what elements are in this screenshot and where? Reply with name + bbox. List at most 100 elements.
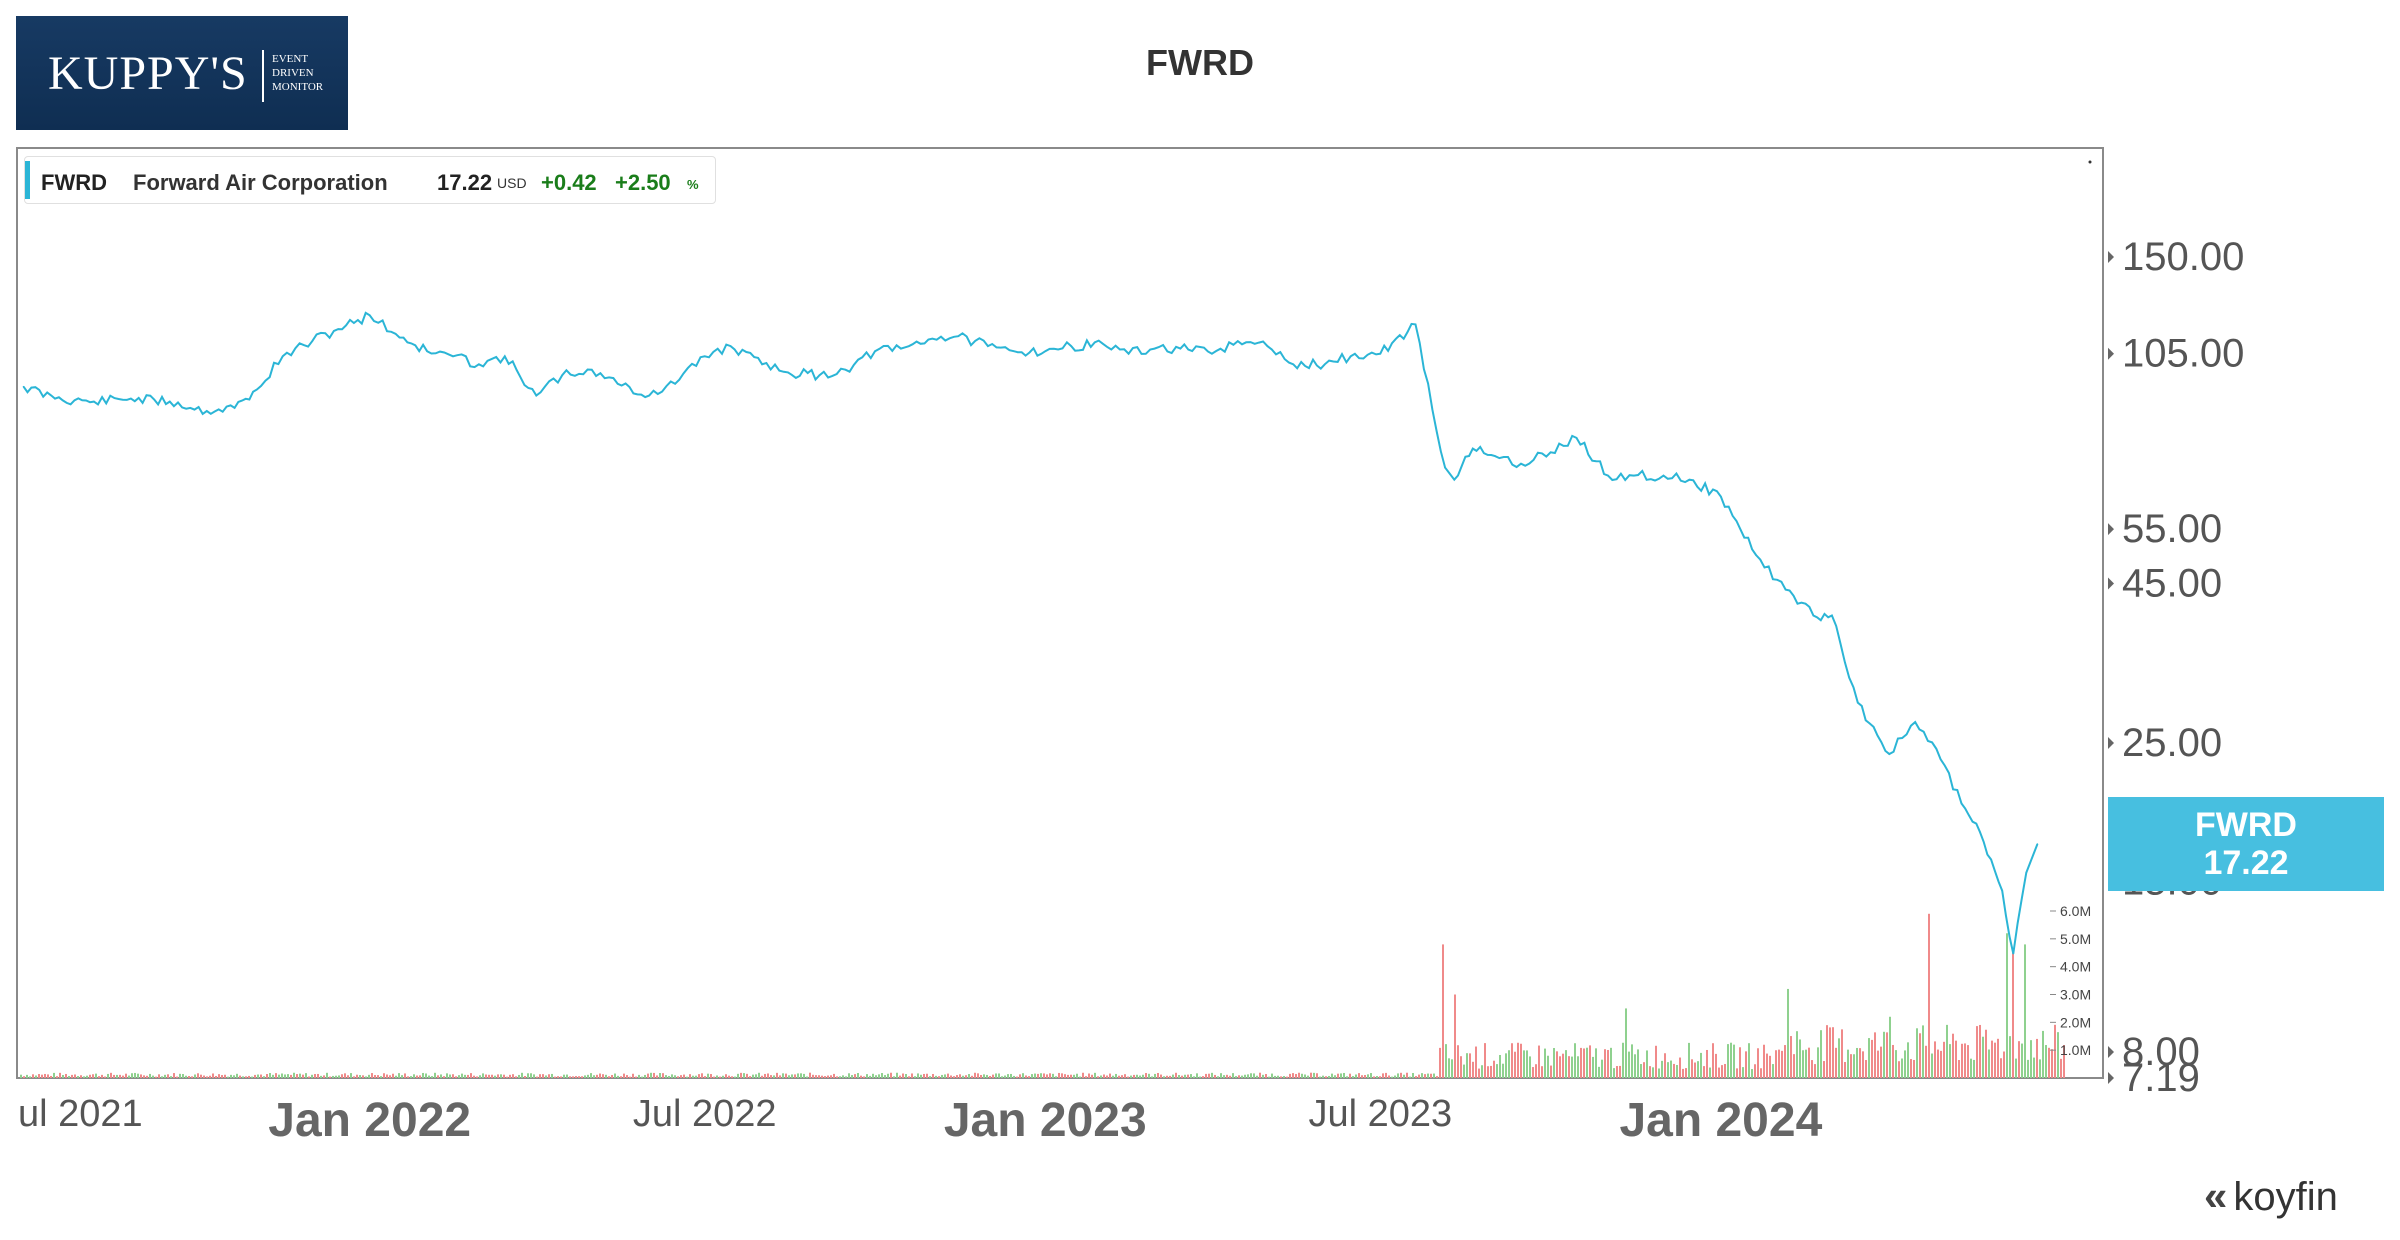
volume-bar	[1175, 1072, 1177, 1078]
volume-bar	[503, 1074, 505, 1078]
volume-bar	[899, 1075, 901, 1078]
volume-bar	[1127, 1076, 1129, 1078]
volume-bar	[281, 1073, 283, 1078]
volume-bar	[1043, 1073, 1045, 1078]
volume-bar	[401, 1075, 403, 1078]
volume-bar	[791, 1074, 793, 1078]
volume-bar	[1445, 1044, 1447, 1078]
legend-currency: USD	[497, 175, 527, 191]
volume-bar	[596, 1074, 598, 1078]
volume-bar	[737, 1073, 739, 1078]
price-point	[761, 363, 763, 366]
volume-bar	[2048, 1047, 2050, 1078]
volume-bar	[1424, 1074, 1426, 1078]
volume-bar	[851, 1075, 853, 1078]
volume-bar	[431, 1076, 433, 1078]
kuppys-logo: KUPPY'S EVENT DRIVEN MONITOR	[16, 16, 348, 130]
price-point	[561, 374, 563, 377]
volume-bar	[686, 1076, 688, 1078]
volume-bar	[179, 1073, 181, 1078]
y-tick-label: 105.00	[2122, 332, 2244, 376]
price-point	[1211, 352, 1213, 355]
price-point	[1472, 447, 1474, 450]
price-point	[311, 340, 314, 342]
volume-bar	[1499, 1054, 1501, 1078]
volume-bar	[1565, 1050, 1567, 1078]
price-point	[1575, 437, 1578, 439]
price-point	[844, 368, 847, 371]
volume-bar	[311, 1074, 313, 1078]
volume-bar	[455, 1076, 457, 1078]
volume-bar	[422, 1072, 424, 1078]
volume-bar	[1721, 1065, 1723, 1078]
volume-bar	[776, 1072, 778, 1078]
price-point	[1013, 350, 1015, 352]
volume-bar	[794, 1074, 796, 1078]
volume-bar	[497, 1074, 499, 1078]
volume-bar	[524, 1075, 526, 1078]
volume-bar	[488, 1074, 490, 1078]
volume-bar	[1778, 1049, 1780, 1078]
volume-bar	[146, 1075, 148, 1078]
volume-bar	[329, 1076, 331, 1078]
y-tick-label: 45.00	[2122, 562, 2222, 606]
volume-bar	[308, 1076, 310, 1078]
price-point	[1349, 355, 1352, 358]
volume-bar	[713, 1076, 715, 1078]
volume-bar	[575, 1076, 577, 1078]
volume-bar	[1097, 1076, 1099, 1078]
volume-bar	[1085, 1076, 1087, 1078]
volume-bar	[608, 1076, 610, 1078]
volume-tick-label: 1.0M	[2060, 1042, 2091, 1058]
volume-bar	[1484, 1043, 1486, 1078]
volume-bar	[1592, 1056, 1594, 1078]
volume-bar	[1076, 1073, 1078, 1078]
volume-bar	[590, 1073, 592, 1078]
volume-bar	[1877, 1050, 1879, 1078]
volume-bar	[1172, 1074, 1174, 1078]
volume-bar	[395, 1075, 397, 1078]
volume-bar	[1073, 1074, 1075, 1078]
volume-bar	[683, 1074, 685, 1078]
volume-bar	[1493, 1060, 1495, 1078]
volume-bar	[644, 1074, 646, 1078]
volume-bar	[548, 1074, 550, 1078]
volume-bar	[1628, 1051, 1630, 1078]
volume-bar	[1157, 1072, 1159, 1078]
volume-bar	[623, 1073, 625, 1078]
volume-bar	[449, 1074, 451, 1078]
volume-bar	[1379, 1076, 1381, 1078]
volume-bar	[1193, 1076, 1195, 1078]
volume-bar	[656, 1075, 658, 1078]
volume-bar	[1913, 1059, 1915, 1078]
price-point	[452, 355, 454, 358]
volume-bar	[1061, 1073, 1063, 1078]
volume-bar	[692, 1075, 694, 1078]
volume-bar	[1556, 1051, 1558, 1078]
volume-bar	[470, 1073, 472, 1078]
volume-bar	[26, 1074, 28, 1078]
volume-bar	[1658, 1068, 1660, 1078]
volume-bar	[68, 1075, 70, 1078]
volume-bar	[176, 1076, 178, 1078]
volume-bar	[1190, 1074, 1192, 1078]
volume-bar	[620, 1076, 622, 1078]
volume-bar	[815, 1075, 817, 1078]
volume-bar	[758, 1072, 760, 1078]
y-tick-marker	[2108, 523, 2114, 536]
volume-bar	[1259, 1072, 1261, 1078]
volume-bar	[1895, 1050, 1897, 1078]
volume-bar	[1931, 1053, 1933, 1078]
volume-bar	[1325, 1076, 1327, 1078]
volume-bar	[359, 1075, 361, 1078]
volume-bar	[1118, 1075, 1120, 1078]
volume-bar	[845, 1076, 847, 1078]
volume-bar	[86, 1075, 88, 1078]
volume-bar	[1841, 1029, 1843, 1078]
volume-bar	[242, 1076, 244, 1078]
volume-bar	[1925, 1045, 1927, 1078]
volume-bar	[1028, 1076, 1030, 1078]
volume-bar	[1637, 1049, 1639, 1078]
price-point	[729, 345, 732, 347]
volume-bar	[725, 1074, 727, 1078]
